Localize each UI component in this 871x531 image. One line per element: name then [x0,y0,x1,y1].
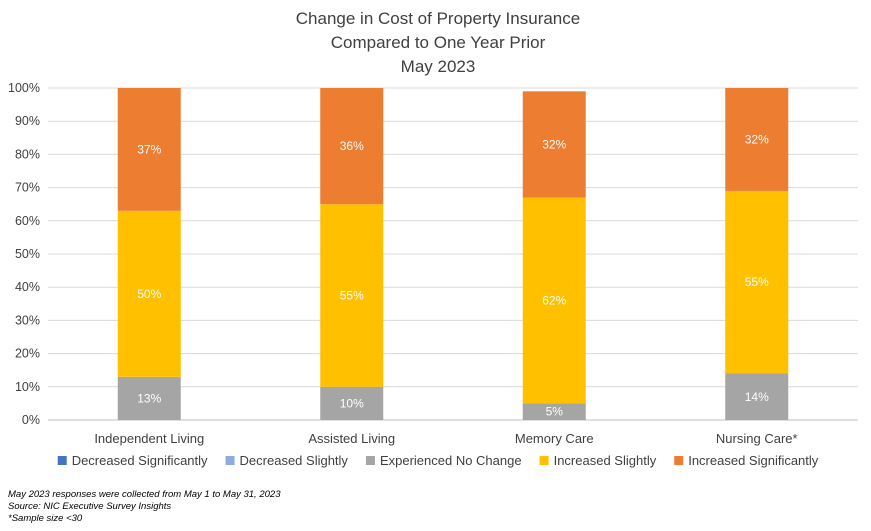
data-label-increased-slightly-2: 55% [340,289,364,303]
footnotes: May 2023 responses were collected from M… [8,489,280,525]
y-tick-label: 10% [15,380,40,394]
legend-swatch-decreased-significantly [57,456,67,465]
bar-increased-slightly-3 [522,197,586,404]
chart-title-line-2: Compared to One Year Prior [331,33,546,52]
bar-increased-significantly-2 [320,88,384,205]
y-tick-label: 30% [15,313,40,327]
bar-experienced-no-change-2 [320,386,384,420]
y-tick-label: 60% [15,214,40,228]
footnote-source: Source: NIC Executive Survey Insights [8,501,172,512]
y-tick-label: 100% [8,81,40,95]
data-label-increased-significantly-1: 37% [137,142,161,156]
legend-swatch-experienced-no-change [365,456,375,465]
bar-experienced-no-change-3 [522,403,586,420]
y-tick-label: 80% [15,147,40,161]
legend-swatch-increased-significantly [674,456,684,465]
x-category-label: Memory Care [515,431,594,446]
legend-label-decreased-significantly: Decreased Significantly [72,453,208,468]
legend-label-decreased-slightly: Decreased Slightly [240,453,349,468]
chart-title-line-1: Change in Cost of Property Insurance [296,9,580,28]
y-tick-label: 70% [15,181,40,195]
bar-increased-slightly-1 [117,210,181,377]
footnote-collection-dates: May 2023 responses were collected from M… [8,489,281,500]
y-tick-label: 20% [15,347,40,361]
x-category-label: Assisted Living [308,431,395,446]
bar-increased-slightly-4 [725,190,789,374]
legend-swatch-increased-slightly [539,456,549,465]
data-label-experienced-no-change-4: 14% [745,390,769,404]
data-label-increased-slightly-3: 62% [542,293,566,307]
x-category-label: Nursing Care* [716,431,798,446]
legend-swatch-decreased-slightly [225,456,235,465]
bar-increased-slightly-2 [320,204,384,387]
x-category-label: Independent Living [94,431,204,446]
footnote-sample-size: *Sample size <30 [8,513,83,524]
bar-increased-significantly-3 [522,91,586,198]
legend-label-increased-slightly: Increased Slightly [554,453,657,468]
bar-increased-significantly-1 [117,88,181,211]
data-label-experienced-no-change-3: 5% [546,405,564,419]
y-tick-label: 90% [15,114,40,128]
bar-increased-significantly-4 [725,88,789,191]
data-label-increased-slightly-4: 55% [745,275,769,289]
bar-experienced-no-change-4 [725,373,789,420]
data-label-increased-slightly-1: 50% [137,287,161,301]
data-label-experienced-no-change-1: 13% [137,391,161,405]
y-tick-label: 40% [15,280,40,294]
y-tick-label: 50% [15,247,40,261]
data-label-increased-significantly-3: 32% [542,137,566,151]
data-label-increased-significantly-2: 36% [340,139,364,153]
chart-title-line-3: May 2023 [401,57,476,76]
legend-label-increased-significantly: Increased Significantly [688,453,819,468]
legend-label-experienced-no-change: Experienced No Change [380,453,522,468]
data-label-experienced-no-change-2: 10% [340,396,364,410]
y-tick-label: 0% [22,413,40,427]
data-label-increased-significantly-4: 32% [745,132,769,146]
bar-experienced-no-change-1 [117,376,181,420]
